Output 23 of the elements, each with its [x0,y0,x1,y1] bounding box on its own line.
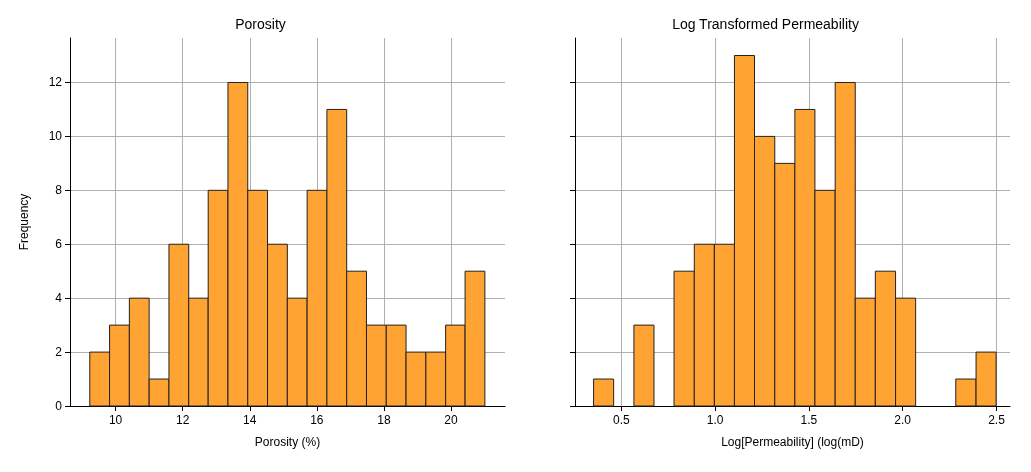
y-tick-label: 2 [55,345,63,360]
x-axis-title: Porosity (%) [254,435,321,449]
x-axis-title: Log[Permeability] (log(mD) [721,435,864,449]
chart-title: Log Transformed Permeability [672,16,859,32]
chart-title: Porosity [235,16,286,32]
y-tick-label: 4 [55,291,63,306]
x-tick-label: 0.5 [612,413,630,427]
x-tick-label: 2.5 [988,413,1006,427]
y-tick-label: 6 [55,237,63,252]
x-tick-label: 12 [176,413,190,427]
y-tick-label: 12 [48,75,63,90]
y-tick-label: 0 [55,399,63,413]
y-tick-label: 10 [48,129,63,144]
x-tick-label: 1.0 [706,413,724,427]
y-axis-title: Frequency [17,193,31,251]
x-tick-label: 14 [243,413,257,427]
y-tick-label: 8 [55,183,63,198]
x-tick-label: 18 [377,413,391,427]
x-tick-label: 20 [444,413,458,427]
x-tick-label: 16 [310,413,324,427]
x-tick-label: 2.0 [894,413,912,427]
x-tick-label: 1.5 [800,413,818,427]
x-tick-label: 10 [108,413,123,427]
